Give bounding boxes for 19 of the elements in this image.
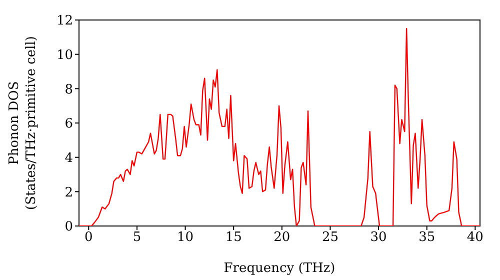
x-tick-label: 30: [370, 230, 387, 246]
x-tick-label: 25: [322, 230, 338, 246]
y-tick-label: 12: [56, 14, 73, 29]
x-axis-title: Frequency (THz): [224, 261, 336, 276]
y-tick-label: 4: [64, 150, 73, 166]
y-tick-label: 6: [64, 116, 73, 132]
x-tick-label: 0: [84, 230, 93, 246]
y-tick-label: 0: [64, 220, 73, 235]
x-tick-label: 35: [418, 230, 436, 246]
x-tick-label: 5: [132, 230, 142, 246]
x-tick-label: 20: [274, 230, 290, 246]
y-tick-label: 10: [56, 48, 73, 63]
y-tick-label: 2: [64, 185, 73, 200]
x-tick-label: 40: [466, 230, 484, 246]
line-series: [79, 28, 480, 226]
y-axis-title: Phonon DOS (States/THz·primitive cell): [7, 36, 39, 210]
x-tick-label: 15: [225, 230, 242, 246]
x-tick-label: 10: [177, 230, 194, 246]
y-tick-label: 8: [64, 82, 73, 98]
